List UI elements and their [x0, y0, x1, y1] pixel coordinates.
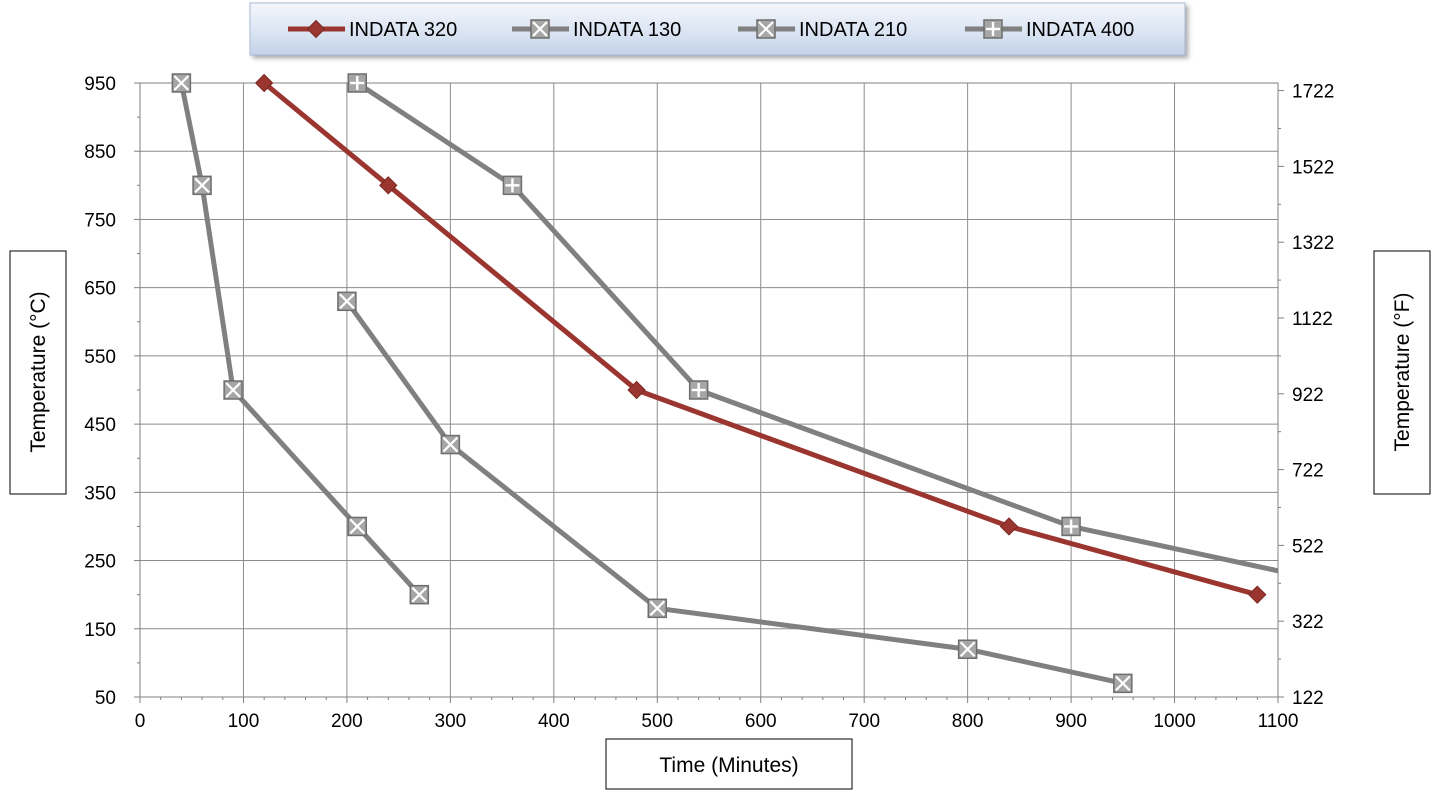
data-point — [1248, 585, 1267, 604]
y2-tick-label: 1522 — [1292, 157, 1334, 178]
y-tick-label: 50 — [95, 688, 116, 709]
x-tick-label: 300 — [435, 711, 467, 732]
y2-tick-label: 1722 — [1292, 82, 1334, 103]
legend-marker — [756, 19, 776, 39]
x-tick-label: 800 — [952, 711, 984, 732]
legend-marker — [983, 19, 1003, 39]
x-tick-label: 500 — [641, 711, 673, 732]
series-indata-320 — [254, 73, 1267, 604]
data-point — [347, 516, 368, 537]
series-indata-400 — [347, 73, 1279, 574]
legend-box — [249, 2, 1186, 56]
x-tick-label: 900 — [1055, 711, 1087, 732]
y-tick-label: 450 — [84, 415, 116, 436]
x-tick-label: 0 — [135, 711, 146, 732]
x-tick-label: 200 — [331, 711, 363, 732]
legend: INDATA 320 INDATA 130 INDATA 210 INDATA 400 — [249, 2, 1186, 56]
x-tick-label: 600 — [745, 711, 777, 732]
x-tick-label: 1000 — [1153, 711, 1195, 732]
data-point — [171, 73, 192, 93]
x-tick-label: 700 — [848, 711, 880, 732]
y2-axis-title: Temperature (°F) — [1391, 293, 1414, 452]
legend-item: INDATA 210 — [738, 19, 907, 41]
data-point — [223, 380, 243, 400]
y2-tick-label: 122 — [1292, 688, 1324, 709]
y-tick-label: 250 — [84, 552, 116, 573]
data-point — [957, 639, 978, 659]
data-point — [647, 598, 668, 619]
legend-label: INDATA 400 — [1026, 19, 1134, 41]
series-layer — [171, 73, 1279, 694]
data-point — [688, 380, 709, 400]
data-point — [337, 291, 357, 312]
y-tick-label: 550 — [84, 347, 116, 368]
x-tick-label: 400 — [538, 711, 570, 732]
data-point — [254, 73, 274, 93]
legend-item: INDATA 130 — [512, 19, 681, 41]
y2-tick-label: 1322 — [1292, 233, 1334, 254]
y-axis-title: Temperature (°C) — [27, 291, 50, 452]
y-tick-label: 350 — [84, 483, 116, 504]
series-line — [355, 80, 1279, 574]
legend-label: INDATA 210 — [799, 19, 907, 41]
y-tick-label: 950 — [84, 74, 116, 95]
series-indata-210 — [337, 291, 1133, 694]
y-axis-left: 50 150 250 350 450 550 650 750 850 950 — [84, 74, 140, 709]
x-axis: 0 100 200 300 400 500 600 700 800 900 1000 1100 — [135, 697, 1299, 732]
data-point — [440, 434, 461, 455]
x-tick-label: 100 — [228, 711, 260, 732]
series-indata-130 — [171, 73, 430, 605]
legend-label: INDATA 320 — [349, 19, 457, 41]
x-axis-title: Time (Minutes) — [659, 754, 798, 777]
y-tick-label: 750 — [84, 210, 116, 231]
data-point — [347, 73, 368, 93]
grid — [139, 82, 1279, 698]
x-axis-title-box: Time (Minutes) — [605, 738, 853, 790]
y2-axis-title-box: Temperature (°F) — [1373, 250, 1431, 495]
data-point — [999, 517, 1019, 536]
y2-tick-label: 922 — [1292, 385, 1324, 406]
series-line — [178, 82, 422, 597]
y-axis-right: 122 322 522 722 922 1122 1322 1522 1722 — [1278, 82, 1334, 709]
legend-marker — [530, 19, 550, 39]
y-tick-label: 850 — [84, 142, 116, 163]
legend-item: INDATA 400 — [965, 19, 1134, 41]
y-axis-title-box: Temperature (°C) — [9, 250, 67, 495]
y-tick-label: 150 — [84, 620, 116, 641]
y2-tick-label: 322 — [1292, 612, 1324, 633]
data-point — [409, 584, 430, 605]
y-tick-label: 650 — [84, 279, 116, 300]
data-point — [1061, 516, 1081, 537]
legend-marker — [306, 19, 326, 39]
legend-item: INDATA 320 — [288, 19, 457, 41]
legend-label: INDATA 130 — [573, 19, 681, 41]
y2-tick-label: 722 — [1292, 461, 1324, 482]
data-point — [379, 176, 398, 195]
plot-area — [139, 82, 1279, 698]
data-point — [1113, 673, 1133, 694]
data-point — [627, 380, 646, 400]
y2-tick-label: 522 — [1292, 536, 1324, 557]
x-tick-label: 1100 — [1258, 711, 1299, 732]
data-point — [192, 175, 212, 196]
y2-tick-label: 1122 — [1292, 309, 1333, 330]
data-point — [502, 175, 523, 196]
